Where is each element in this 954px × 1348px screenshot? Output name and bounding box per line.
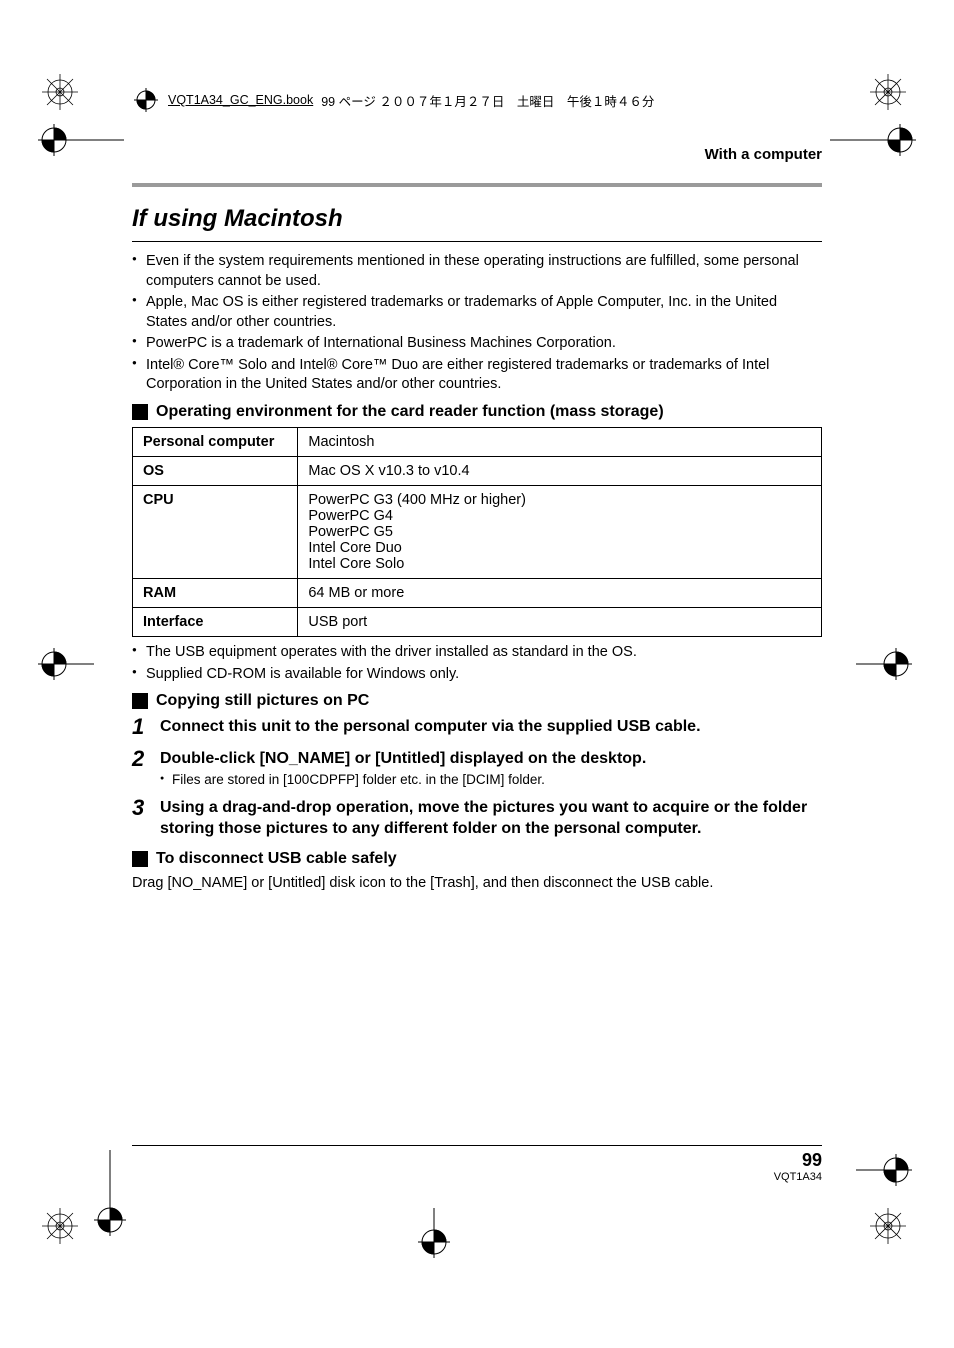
spec-label: OS (133, 456, 298, 485)
step-title: Using a drag-and-drop operation, move th… (160, 797, 822, 840)
step-title: Connect this unit to the personal comput… (160, 716, 822, 738)
regmark-cross-bot-right (856, 1150, 916, 1190)
intro-bullet-text: Intel® Core™ Solo and Intel® Core™ Duo a… (146, 357, 769, 393)
table-row: Personal computer Macintosh (133, 427, 822, 456)
regmark-rosette-tr (868, 72, 908, 112)
intro-bullet-text: PowerPC is a trademark of International … (146, 335, 616, 351)
regmark-rosette-br (868, 1206, 908, 1246)
intro-bullet: Intel® Core™ Solo and Intel® Core™ Duo a… (132, 356, 822, 395)
step-number: 2 (132, 748, 150, 770)
page-title: If using Macintosh (132, 205, 822, 233)
spec-value: Macintosh (298, 427, 822, 456)
regmark-cross-mid-right (856, 644, 916, 684)
footer-rule (132, 1145, 822, 1146)
step-note: Files are stored in [100CDPFP] folder et… (160, 772, 822, 787)
step-title: Double-click [NO_NAME] or [Untitled] dis… (160, 748, 822, 770)
table-row: OS Mac OS X v10.3 to v10.4 (133, 456, 822, 485)
regmark-cross-bot-left (90, 1150, 130, 1240)
table-row: CPU PowerPC G3 (400 MHz or higher) Power… (133, 485, 822, 578)
step-item: 1 Connect this unit to the personal comp… (132, 716, 822, 738)
spec-value: Mac OS X v10.3 to v10.4 (298, 456, 822, 485)
heading-disconnect-text: To disconnect USB cable safely (156, 850, 397, 868)
page-number: 99 (132, 1150, 822, 1171)
regmark-cross-top-right (830, 120, 920, 160)
black-square-icon (132, 851, 148, 867)
intro-bullets: Even if the system requirements mentione… (132, 252, 822, 395)
spec-value: USB port (298, 607, 822, 636)
page-footer: 99 VQT1A34 (132, 1145, 822, 1183)
heading-copying-text: Copying still pictures on PC (156, 692, 369, 710)
table-row: RAM 64 MB or more (133, 578, 822, 607)
doc-code: VQT1A34 (132, 1171, 822, 1183)
intro-bullet: Apple, Mac OS is either registered trade… (132, 293, 822, 332)
regmark-cross-bottom-center (414, 1208, 454, 1264)
post-table-bullet: Supplied CD-ROM is available for Windows… (132, 665, 822, 685)
table-row: Interface USB port (133, 607, 822, 636)
header-pageinfo: 99 ページ ２００７年１月２７日 土曜日 午後１時４６分 (321, 91, 654, 110)
title-underline (132, 241, 822, 242)
step-number: 1 (132, 716, 150, 738)
step-item: 2 Double-click [NO_NAME] or [Untitled] d… (132, 748, 822, 787)
black-square-icon (132, 404, 148, 420)
intro-bullet: Even if the system requirements mentione… (132, 252, 822, 291)
steps-list: 1 Connect this unit to the personal comp… (132, 716, 822, 840)
step-number: 3 (132, 797, 150, 819)
post-table-bullet: The USB equipment operates with the driv… (132, 643, 822, 663)
section-label: With a computer (132, 146, 822, 163)
spec-value: 64 MB or more (298, 578, 822, 607)
header-filename: VQT1A34_GC_ENG.book (168, 93, 313, 107)
spec-label: Personal computer (133, 427, 298, 456)
intro-bullet-text: Apple, Mac OS is either registered trade… (146, 294, 777, 330)
header-regmark-icon (132, 86, 160, 114)
black-square-icon (132, 693, 148, 709)
regmark-cross-top-left (34, 120, 124, 160)
heading-operating-env: Operating environment for the card reade… (132, 403, 822, 421)
heading-disconnect: To disconnect USB cable safely (132, 850, 822, 868)
post-table-bullets: The USB equipment operates with the driv… (132, 643, 822, 684)
intro-bullet-text: Even if the system requirements mentione… (146, 253, 799, 289)
spec-value: PowerPC G3 (400 MHz or higher) PowerPC G… (298, 485, 822, 578)
heading-operating-env-text: Operating environment for the card reade… (156, 403, 664, 421)
heading-copying: Copying still pictures on PC (132, 692, 822, 710)
top-rule (132, 183, 822, 187)
print-header: VQT1A34_GC_ENG.book 99 ページ ２００７年１月２７日 土曜… (132, 85, 822, 115)
spec-label: Interface (133, 607, 298, 636)
disconnect-text: Drag [NO_NAME] or [Untitled] disk icon t… (132, 874, 822, 894)
page-content: With a computer If using Macintosh Even … (132, 140, 822, 1168)
spec-label: CPU (133, 485, 298, 578)
spec-table: Personal computer Macintosh OS Mac OS X … (132, 427, 822, 637)
spec-label: RAM (133, 578, 298, 607)
regmark-cross-mid-left (34, 644, 94, 684)
intro-bullet: PowerPC is a trademark of International … (132, 334, 822, 354)
step-item: 3 Using a drag-and-drop operation, move … (132, 797, 822, 840)
regmark-rosette-bl (40, 1206, 80, 1246)
regmark-rosette-tl (40, 72, 80, 112)
